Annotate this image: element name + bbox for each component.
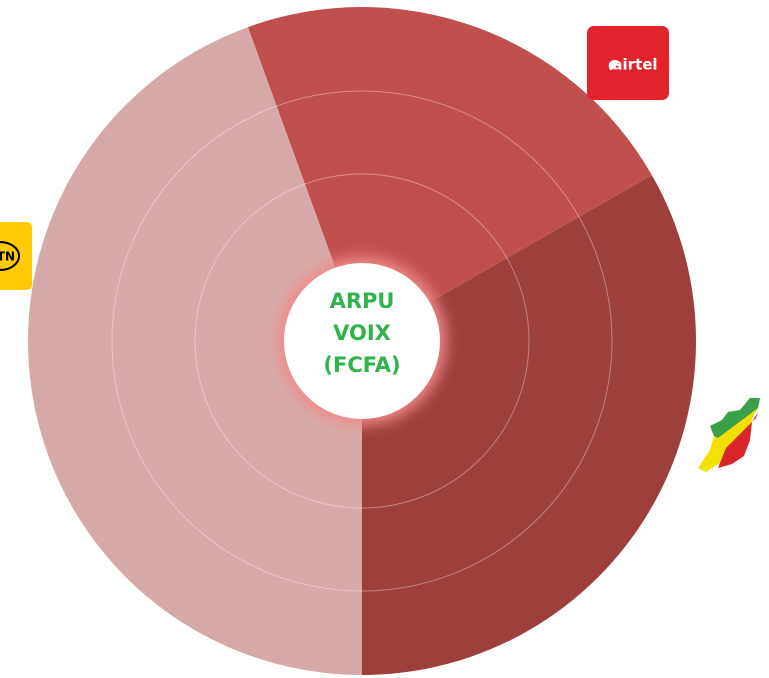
- slice: [247, 7, 652, 341]
- airtel-logo: airtel: [587, 26, 669, 100]
- map-red: [718, 412, 758, 468]
- pie: [27, 7, 697, 676]
- logo-text: MTN: [0, 250, 15, 264]
- ring: [194, 173, 530, 509]
- center-title: ARPU: [330, 289, 395, 313]
- logo-text: airtel: [612, 56, 657, 74]
- congo-map: [698, 398, 760, 472]
- logo-bg: [587, 26, 669, 100]
- center-disc: [284, 263, 440, 419]
- logo-ring: [0, 241, 20, 271]
- slice: [27, 27, 363, 676]
- mtn-logo: MTN: [0, 222, 32, 290]
- rings: [111, 90, 613, 592]
- center-title: VOIX: [333, 321, 391, 345]
- logo-swirl: [608, 59, 618, 70]
- map-green: [710, 398, 760, 438]
- center-title: (FCFA): [323, 353, 400, 377]
- slice: [362, 175, 697, 676]
- logo-bg: [0, 222, 32, 290]
- ring: [111, 90, 613, 592]
